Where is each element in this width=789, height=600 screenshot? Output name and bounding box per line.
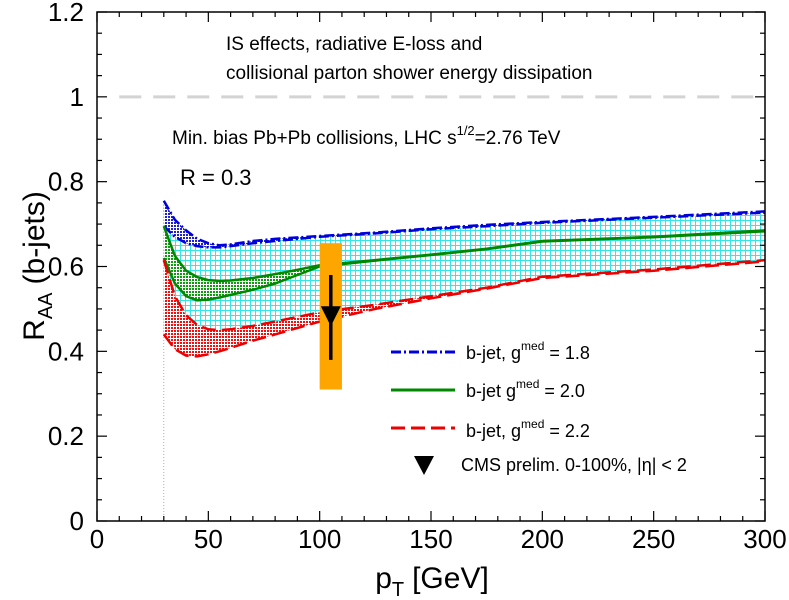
x-tick-label: 50 (194, 524, 223, 554)
y-tick-label: 0.8 (48, 167, 84, 197)
x-tick-label: 100 (298, 524, 341, 554)
legend-label-g22: b-jet, gmed = 2.2 (466, 417, 590, 441)
x-tick-label: 0 (90, 524, 104, 554)
line-g20-lower (162, 230, 766, 302)
y-tick-label: 1.2 (48, 0, 84, 27)
y-tick-label: 0 (70, 506, 84, 536)
legend: b-jet, gmed = 1.8 b-jet gmed = 2.0 b-jet… (391, 339, 687, 475)
x-tick-label: 150 (409, 524, 452, 554)
line-g22-upper (162, 258, 766, 332)
x-tick-label: 300 (743, 524, 786, 554)
x-axis-title-sub: T (392, 579, 404, 600)
legend-item-g18: b-jet, gmed = 1.8 (391, 339, 590, 363)
y-tick-label: 0.4 (48, 336, 84, 366)
y-tick-label: 0.2 (48, 421, 84, 451)
x-axis-title: pT [GeV] (375, 562, 489, 600)
cms-data (319, 243, 342, 390)
axis-ticks: 0 50 100 150 200 250 300 0 0.2 0.4 0.6 0.8 1 1.2 (48, 0, 787, 554)
legend-item-g20: b-jet gmed = 2.0 (391, 377, 585, 401)
legend-item-g22: b-jet, gmed = 2.2 (391, 417, 590, 441)
legend-cms-marker (414, 456, 434, 475)
y-tick-label: 1 (70, 82, 84, 112)
legend-item-cms: CMS prelim. 0-100%, |η| < 2 (414, 455, 687, 475)
x-tick-label: 250 (632, 524, 675, 554)
series-lines (162, 200, 766, 358)
legend-label-g18: b-jet, gmed = 1.8 (466, 339, 590, 363)
annotation-line2: collisional parton shower energy dissipa… (226, 63, 592, 84)
y-axis-title: RAA(b-jets) (18, 191, 57, 341)
line-g18-upper (162, 200, 766, 247)
x-tick-label: 200 (521, 524, 564, 554)
annotation-collision-sup: 1/2 (457, 123, 475, 138)
line-g22-lower (162, 260, 766, 358)
y-tick-label: 0.6 (48, 252, 84, 282)
annotation-collision: Min. bias Pb+Pb collisions, LHC s1/2=2.7… (172, 123, 561, 149)
legend-label-cms: CMS prelim. 0-100%, |η| < 2 (461, 455, 687, 475)
y-axis-title-sub: AA (35, 292, 57, 319)
annotation-radius: R = 0.3 (180, 165, 252, 190)
band-g22 (163, 260, 766, 357)
band-g20 (163, 226, 766, 301)
legend-label-g20: b-jet gmed = 2.0 (466, 377, 585, 401)
annotation-line1: IS effects, radiative E-loss and (226, 34, 482, 55)
cms-marker (320, 306, 341, 327)
